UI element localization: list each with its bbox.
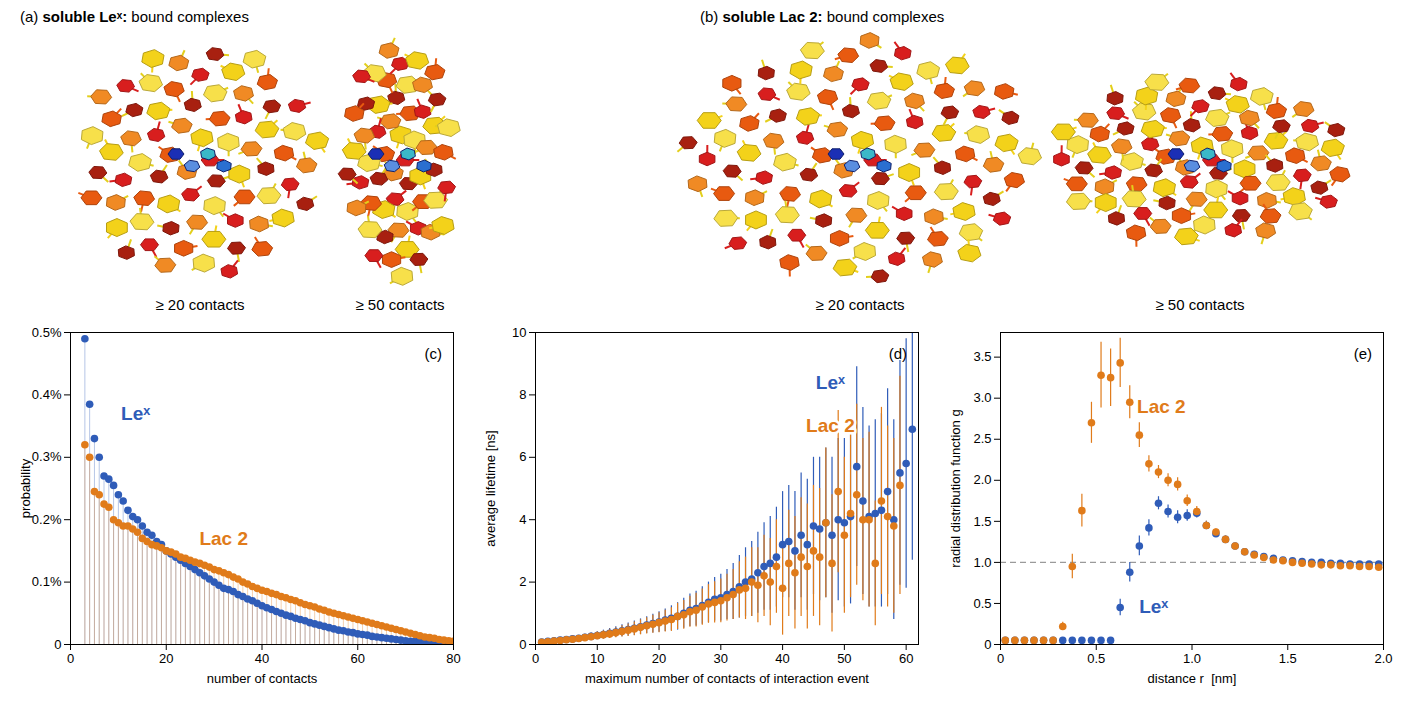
svg-text:2.0: 2.0 — [973, 472, 991, 487]
svg-text:0.5%: 0.5% — [32, 325, 62, 340]
svg-text:0: 0 — [519, 637, 526, 652]
svg-text:0.2%: 0.2% — [32, 512, 62, 527]
svg-text:1.0: 1.0 — [1183, 651, 1201, 666]
svg-text:2: 2 — [519, 574, 526, 589]
svg-text:0.5: 0.5 — [1087, 651, 1105, 666]
svg-text:≥ 20 contacts: ≥ 20 contacts — [155, 296, 244, 313]
svg-text:30: 30 — [714, 651, 728, 666]
svg-text:0.3%: 0.3% — [32, 449, 62, 464]
svg-text:2.0: 2.0 — [1374, 651, 1392, 666]
svg-text:Leˣ: Leˣ — [1139, 596, 1168, 617]
svg-text:0: 0 — [997, 651, 1004, 666]
svg-text:0.1%: 0.1% — [32, 574, 62, 589]
svg-text:average lifetime [ns]: average lifetime [ns] — [483, 430, 498, 546]
svg-text:2.5: 2.5 — [973, 431, 991, 446]
svg-text:(d): (d) — [889, 345, 907, 362]
svg-text:≥ 20 contacts: ≥ 20 contacts — [815, 296, 904, 313]
svg-text:40: 40 — [775, 651, 789, 666]
svg-text:probability: probability — [18, 458, 33, 518]
svg-text:radial distribution function g: radial distribution function g — [948, 409, 963, 567]
svg-text:3.0: 3.0 — [973, 390, 991, 405]
svg-text:1.0: 1.0 — [973, 555, 991, 570]
svg-text:(e): (e) — [1354, 345, 1372, 362]
svg-text:80: 80 — [446, 651, 460, 666]
svg-text:0: 0 — [532, 651, 539, 666]
svg-text:20: 20 — [652, 651, 666, 666]
svg-text:40: 40 — [255, 651, 269, 666]
svg-text:(c): (c) — [425, 345, 443, 362]
svg-text:number of contacts: number of contacts — [207, 671, 318, 686]
svg-text:≥ 50 contacts: ≥ 50 contacts — [355, 296, 444, 313]
svg-text:distance r [nm]: distance r [nm] — [1148, 671, 1237, 686]
svg-text:50: 50 — [837, 651, 851, 666]
svg-text:60: 60 — [351, 651, 365, 666]
svg-text:0: 0 — [984, 637, 991, 652]
svg-text:3.5: 3.5 — [973, 349, 991, 364]
svg-text:0.4%: 0.4% — [32, 387, 62, 402]
svg-text:Lac 2: Lac 2 — [199, 528, 248, 549]
svg-text:60: 60 — [899, 651, 913, 666]
svg-text:0.5: 0.5 — [973, 596, 991, 611]
svg-text:0: 0 — [67, 651, 74, 666]
svg-text:Leˣ: Leˣ — [816, 372, 845, 393]
svg-text:(a) soluble Leˣ: bound complex: (a) soluble Leˣ: bound complexes — [20, 8, 249, 25]
svg-text:maximum number of contacts of: maximum number of contacts of interactio… — [585, 671, 869, 686]
svg-text:Lac 2: Lac 2 — [1137, 396, 1186, 417]
svg-text:10: 10 — [512, 325, 526, 340]
svg-text:8: 8 — [519, 387, 526, 402]
svg-text:1.5: 1.5 — [973, 514, 991, 529]
svg-text:Lac 2: Lac 2 — [806, 415, 855, 436]
svg-text:1.5: 1.5 — [1279, 651, 1297, 666]
svg-text:6: 6 — [519, 449, 526, 464]
svg-text:≥ 50 contacts: ≥ 50 contacts — [1155, 296, 1244, 313]
svg-text:4: 4 — [519, 512, 526, 527]
svg-text:10: 10 — [590, 651, 604, 666]
svg-text:20: 20 — [159, 651, 173, 666]
svg-text:0: 0 — [54, 637, 61, 652]
svg-text:(b) soluble Lac 2: bound compl: (b) soluble Lac 2: bound complexes — [700, 8, 944, 25]
svg-text:Leˣ: Leˣ — [121, 403, 150, 424]
